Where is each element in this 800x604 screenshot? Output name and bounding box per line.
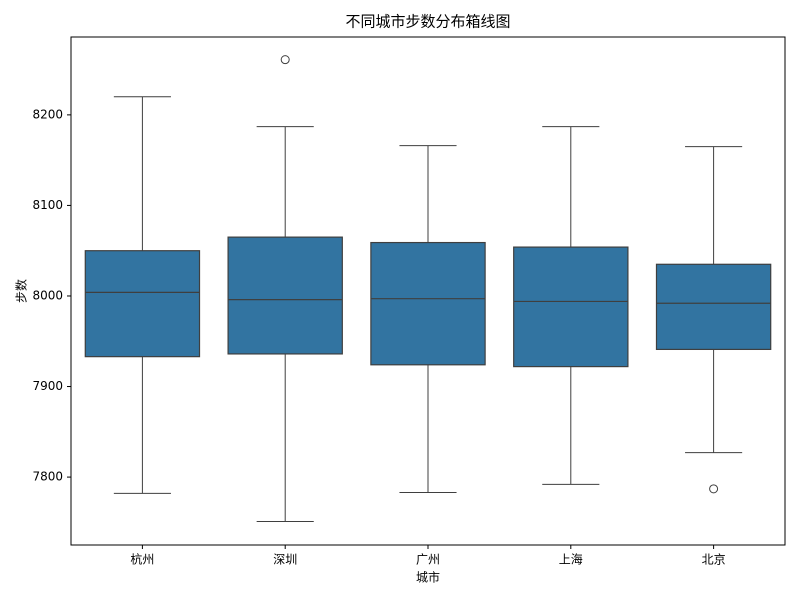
outlier: [709, 484, 719, 494]
x-tick-label: 北京: [702, 553, 726, 567]
y-tick-label: 8200: [32, 107, 63, 121]
x-tick-label: 深圳: [273, 553, 297, 567]
box: [227, 236, 343, 355]
box: [84, 250, 201, 358]
x-tick-label: 上海: [559, 552, 583, 567]
x-axis-label: 城市: [416, 570, 440, 585]
y-tick-label: 8100: [32, 198, 63, 212]
box: [513, 246, 629, 368]
outlier: [280, 55, 290, 65]
y-tick-label: 8000: [32, 288, 63, 302]
box: [370, 241, 486, 366]
y-tick-label: 7800: [32, 470, 63, 484]
x-tick-label: 广州: [416, 553, 440, 567]
y-tick-label: 7900: [32, 379, 63, 393]
box: [655, 263, 772, 351]
x-tick-label: 杭州: [130, 552, 154, 567]
chart-title: 不同城市步数分布箱线图: [345, 13, 510, 31]
y-axis-label: 步数: [14, 279, 29, 303]
